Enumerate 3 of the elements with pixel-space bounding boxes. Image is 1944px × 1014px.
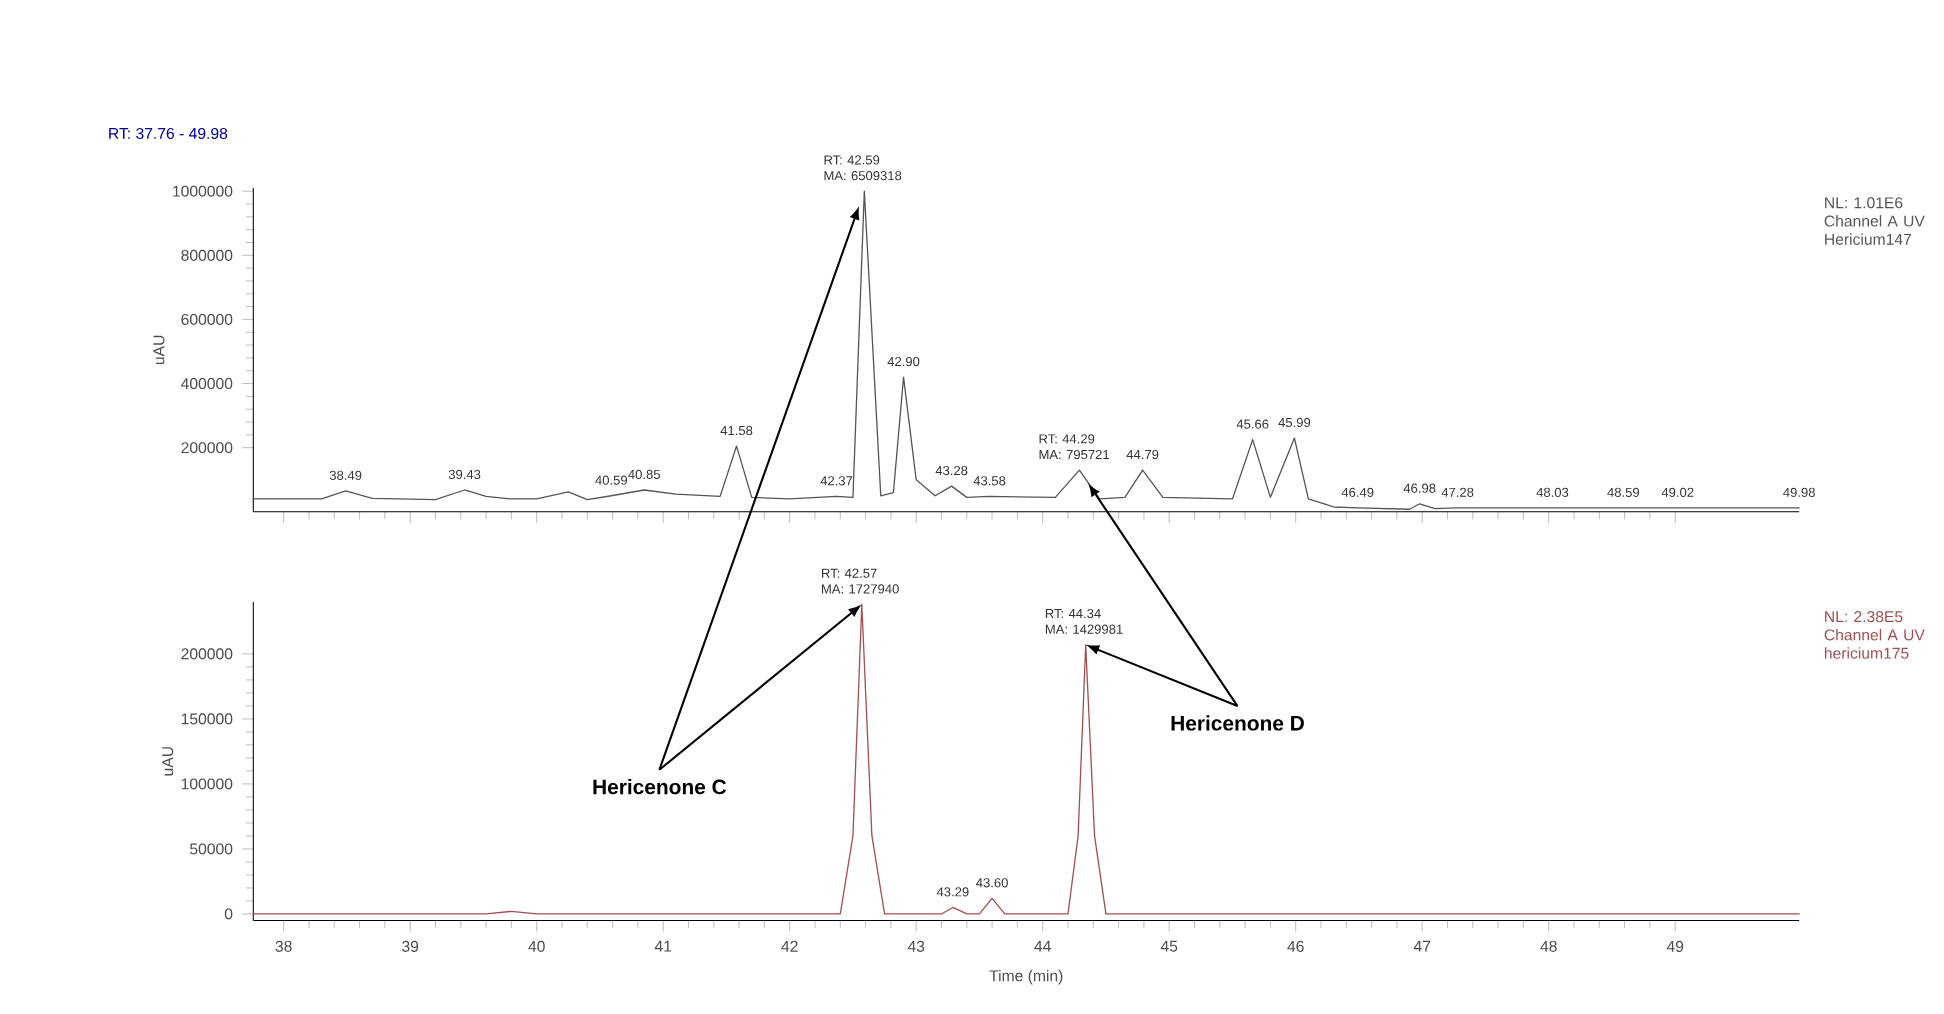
annotation: Hericenone C xyxy=(593,779,727,795)
line-series xyxy=(252,604,1800,916)
annotation: Hericenone D xyxy=(1171,715,1304,732)
